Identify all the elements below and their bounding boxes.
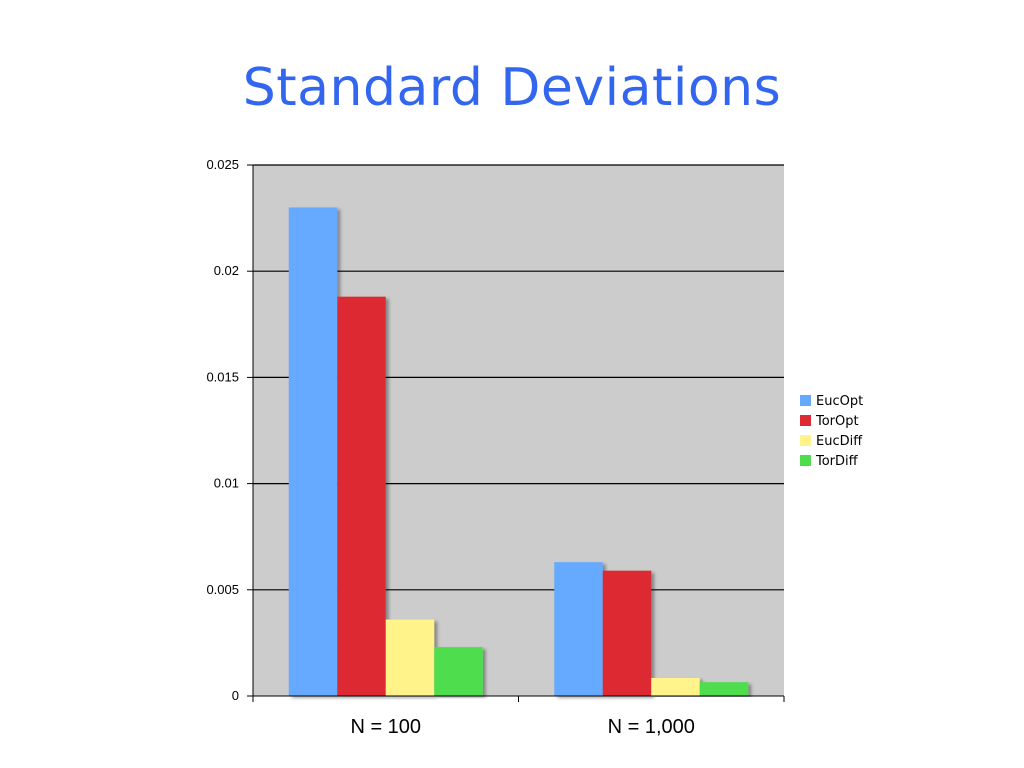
legend-swatch-tordiff <box>800 455 811 466</box>
y-tick-label: 0.005 <box>206 582 239 597</box>
y-tick-label: 0.025 <box>206 157 239 172</box>
legend-label-tordiff: TorDiff <box>815 454 859 469</box>
y-tick-label: 0.02 <box>214 263 239 278</box>
slide-title: Standard Deviations <box>242 58 782 118</box>
legend: EucOpt TorOpt EucDiff TorDiff <box>800 394 863 469</box>
legend-swatch-eucopt <box>800 395 811 406</box>
bar-toropt-2 <box>602 570 652 696</box>
bar-toropt-1 <box>337 296 386 696</box>
bar-eucdiff-1 <box>385 619 435 696</box>
bar-eucdiff-2 <box>651 677 700 696</box>
bar-tordiff-1 <box>434 647 483 696</box>
legend-swatch-eucdiff <box>800 435 811 446</box>
legend-swatch-toropt <box>800 415 811 426</box>
y-tick-label: 0.015 <box>206 369 239 384</box>
x-category-labels: N = 100 N = 1,000 <box>350 716 694 738</box>
y-tick-labels: 0 0.005 0.01 0.015 0.02 0.025 <box>206 157 239 703</box>
bars <box>288 207 749 697</box>
legend-label-toropt: TorOpt <box>815 414 859 429</box>
y-tick-label: 0.01 <box>214 476 239 491</box>
axes <box>247 164 785 702</box>
y-tick-label: 0 <box>232 688 239 703</box>
legend-label-eucdiff: EucDiff <box>816 434 863 449</box>
bar-tordiff-2 <box>699 682 749 696</box>
legend-label-eucopt: EucOpt <box>816 394 863 409</box>
bar-eucopt-2 <box>554 562 603 696</box>
x-category-label: N = 100 <box>350 716 421 738</box>
x-category-label: N = 1,000 <box>608 716 695 738</box>
bar-eucopt-1 <box>288 207 338 697</box>
